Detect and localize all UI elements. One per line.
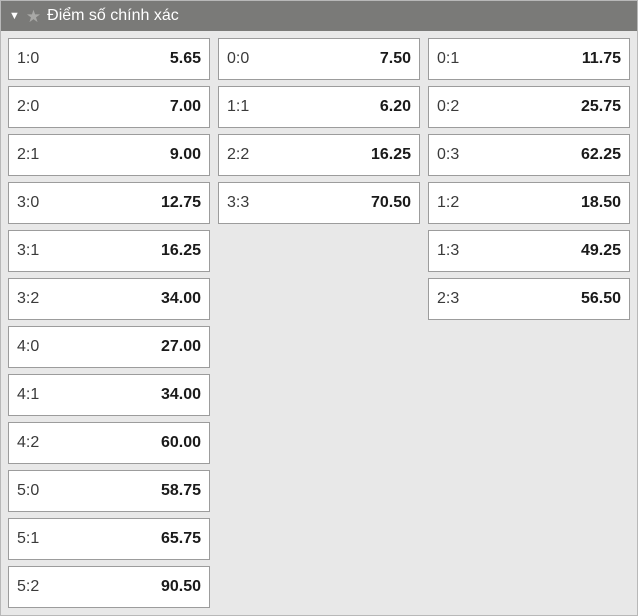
odds-cell[interactable]: 5:1 65.75 <box>8 518 210 560</box>
odds-cell[interactable]: 3:3 70.50 <box>218 182 420 224</box>
odds-cell[interactable]: 1:3 49.25 <box>428 230 630 272</box>
odds-value: 18.50 <box>581 194 621 212</box>
score-label: 2:1 <box>17 146 39 164</box>
score-label: 4:1 <box>17 386 39 404</box>
odds-value: 65.75 <box>161 530 201 548</box>
odds-cell[interactable]: 4:2 60.00 <box>8 422 210 464</box>
odds-value: 60.00 <box>161 434 201 452</box>
odds-value: 62.25 <box>581 146 621 164</box>
score-label: 1:1 <box>227 98 249 116</box>
odds-cell[interactable]: 5:0 58.75 <box>8 470 210 512</box>
odds-cell[interactable]: 4:1 34.00 <box>8 374 210 416</box>
panel-body: 1:0 5.65 2:0 7.00 2:1 9.00 3:0 12.75 3:1 16.25 3:2… <box>1 31 637 615</box>
odds-value: 6.20 <box>380 98 411 116</box>
score-label: 3:3 <box>227 194 249 212</box>
odds-cell[interactable]: 0:0 7.50 <box>218 38 420 80</box>
odds-cell[interactable]: 0:3 62.25 <box>428 134 630 176</box>
odds-cell[interactable]: 3:2 34.00 <box>8 278 210 320</box>
correct-score-panel: ▼ ★ Điểm số chính xác 1:0 5.65 2:0 7.00 2:1 9… <box>0 0 638 616</box>
score-label: 5:1 <box>17 530 39 548</box>
score-label: 0:2 <box>437 98 459 116</box>
odds-value: 16.25 <box>161 242 201 260</box>
odds-cell[interactable]: 0:2 25.75 <box>428 86 630 128</box>
score-label: 1:0 <box>17 50 39 68</box>
odds-value: 90.50 <box>161 578 201 596</box>
odds-value: 11.75 <box>582 50 621 68</box>
column-draw: 0:0 7.50 1:1 6.20 2:2 16.25 3:3 70.50 <box>218 38 420 224</box>
odds-cell[interactable]: 1:1 6.20 <box>218 86 420 128</box>
odds-cell[interactable]: 2:1 9.00 <box>8 134 210 176</box>
score-label: 2:2 <box>227 146 249 164</box>
odds-value: 58.75 <box>161 482 201 500</box>
odds-value: 7.00 <box>170 98 201 116</box>
odds-value: 16.25 <box>371 146 411 164</box>
odds-value: 12.75 <box>161 194 201 212</box>
score-label: 2:3 <box>437 290 459 308</box>
panel-header[interactable]: ▼ ★ Điểm số chính xác <box>1 1 637 31</box>
odds-cell[interactable]: 1:2 18.50 <box>428 182 630 224</box>
score-label: 3:1 <box>17 242 39 260</box>
odds-value: 34.00 <box>161 290 201 308</box>
score-label: 1:2 <box>437 194 459 212</box>
odds-value: 56.50 <box>581 290 621 308</box>
score-label: 5:2 <box>17 578 39 596</box>
odds-value: 9.00 <box>170 146 201 164</box>
odds-value: 70.50 <box>371 194 411 212</box>
score-label: 0:3 <box>437 146 459 164</box>
star-icon[interactable]: ★ <box>26 8 41 25</box>
odds-cell[interactable]: 3:0 12.75 <box>8 182 210 224</box>
odds-cell[interactable]: 2:3 56.50 <box>428 278 630 320</box>
column-home: 1:0 5.65 2:0 7.00 2:1 9.00 3:0 12.75 3:1 16.25 3:2… <box>8 38 210 608</box>
odds-cell[interactable]: 5:2 90.50 <box>8 566 210 608</box>
odds-value: 49.25 <box>581 242 621 260</box>
score-label: 5:0 <box>17 482 39 500</box>
caret-down-icon: ▼ <box>9 10 20 22</box>
odds-value: 5.65 <box>170 50 201 68</box>
odds-cell[interactable]: 4:0 27.00 <box>8 326 210 368</box>
odds-cell[interactable]: 2:2 16.25 <box>218 134 420 176</box>
score-label: 3:0 <box>17 194 39 212</box>
score-label: 1:3 <box>437 242 459 260</box>
odds-value: 34.00 <box>161 386 201 404</box>
score-label: 0:1 <box>437 50 459 68</box>
score-label: 4:0 <box>17 338 39 356</box>
odds-cell[interactable]: 2:0 7.00 <box>8 86 210 128</box>
odds-cell[interactable]: 0:1 11.75 <box>428 38 630 80</box>
score-label: 3:2 <box>17 290 39 308</box>
score-label: 4:2 <box>17 434 39 452</box>
odds-value: 27.00 <box>161 338 201 356</box>
odds-value: 25.75 <box>581 98 621 116</box>
odds-value: 7.50 <box>380 50 411 68</box>
odds-cell[interactable]: 3:1 16.25 <box>8 230 210 272</box>
column-away: 0:1 11.75 0:2 25.75 0:3 62.25 1:2 18.50 1:3 49.25… <box>428 38 630 320</box>
odds-cell[interactable]: 1:0 5.65 <box>8 38 210 80</box>
score-label: 0:0 <box>227 50 249 68</box>
panel-title: Điểm số chính xác <box>47 7 179 25</box>
score-label: 2:0 <box>17 98 39 116</box>
